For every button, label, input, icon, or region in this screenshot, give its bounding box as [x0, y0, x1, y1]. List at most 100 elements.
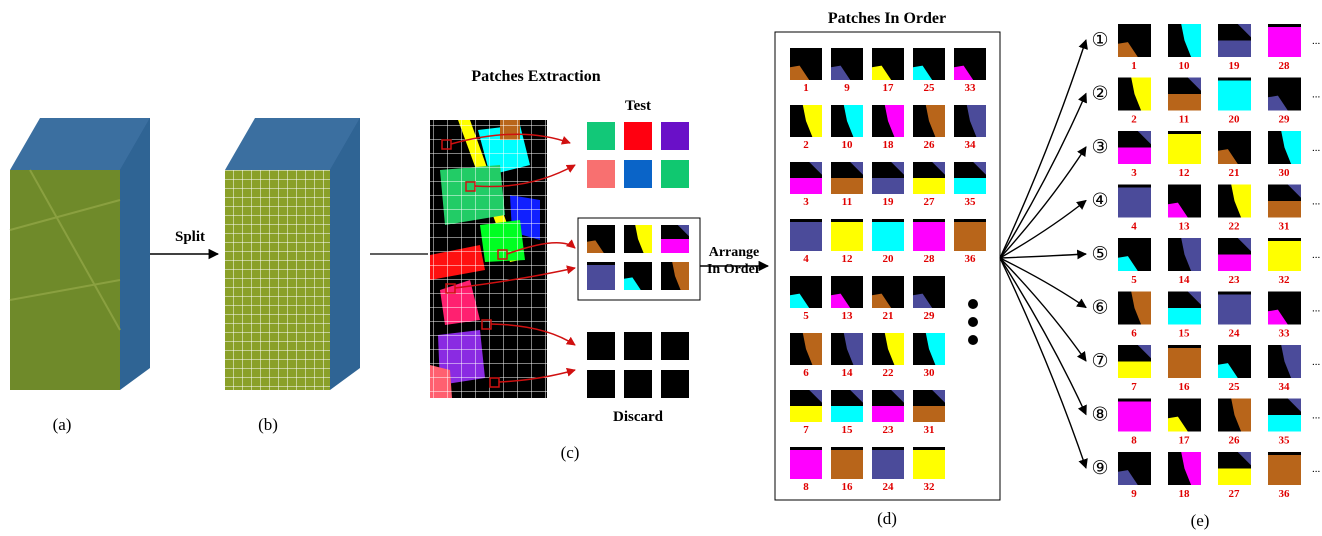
patch [831, 219, 863, 251]
patch-bg [1118, 399, 1151, 432]
patch [913, 162, 945, 194]
patch [1218, 131, 1251, 164]
patch [661, 225, 689, 253]
group-marker: ④ [1091, 190, 1108, 212]
patch-number: 29 [1279, 114, 1291, 126]
more: ... [1312, 463, 1321, 475]
patch-number: 24 [1229, 328, 1241, 340]
patch-number: 15 [842, 424, 854, 436]
patch-bg [587, 262, 615, 290]
class-map [430, 120, 575, 398]
patch [790, 48, 822, 80]
patch [1168, 238, 1201, 271]
patch-region [954, 178, 986, 194]
patch-number: 7 [803, 424, 809, 436]
patch [1118, 78, 1151, 111]
patch [790, 447, 822, 479]
caption: (d) [877, 509, 897, 528]
patch-number: 14 [1179, 274, 1191, 286]
patch-strip [913, 447, 945, 450]
patch-number: 22 [883, 367, 895, 379]
fan-arrow [1000, 258, 1086, 308]
patch-number: 1 [803, 82, 809, 94]
fan-arrow [1000, 258, 1086, 361]
patch-number: 12 [842, 253, 854, 265]
patch-strip [954, 219, 986, 222]
patch [1168, 185, 1201, 218]
patch-strip [1118, 399, 1151, 402]
patch-number: 12 [1179, 167, 1191, 179]
group-marker: ⑨ [1091, 457, 1108, 479]
patch-bg [1268, 452, 1301, 485]
patch [587, 225, 615, 253]
patch-number: 32 [924, 481, 936, 493]
patch-number: 21 [883, 310, 894, 322]
patch-number: 33 [965, 82, 977, 94]
patch-number: 29 [924, 310, 936, 322]
patch [624, 225, 652, 253]
patch [872, 333, 904, 365]
patch [831, 333, 863, 365]
patch [790, 390, 822, 422]
patch-number: 7 [1131, 381, 1137, 393]
patch-bg [913, 447, 945, 479]
ellipsis-dots [968, 299, 978, 345]
patch [1168, 292, 1201, 325]
patch-number: 26 [924, 139, 936, 151]
patch-bg [1218, 78, 1251, 111]
patch-bg [1218, 292, 1251, 325]
caption: (a) [53, 415, 72, 434]
patch-region [831, 406, 863, 422]
patch-strip [831, 219, 863, 222]
patch [1268, 24, 1301, 57]
patch-bg [1118, 185, 1151, 218]
patch [790, 162, 822, 194]
patch-region [1218, 41, 1251, 58]
patch-number: 16 [1179, 381, 1191, 393]
patch-number: 20 [1229, 114, 1241, 126]
patch-region [872, 178, 904, 194]
patch-region [790, 178, 822, 194]
patch [790, 105, 822, 137]
cube-b [225, 118, 360, 390]
patch-number: 35 [1279, 435, 1291, 447]
patch [1118, 24, 1151, 57]
patch [954, 219, 986, 251]
more: ... [1312, 89, 1321, 101]
patch-region [1118, 362, 1151, 379]
patch-number: 4 [1131, 221, 1137, 233]
group-marker: ③ [1091, 136, 1108, 158]
patch [1218, 78, 1251, 111]
group-marker: ⑧ [1091, 404, 1108, 426]
patch-number: 3 [1131, 167, 1137, 179]
patch-number: 34 [1279, 381, 1291, 393]
patch-strip [790, 447, 822, 450]
patch-region [1168, 94, 1201, 111]
patch [831, 105, 863, 137]
patch-number: 35 [965, 196, 977, 208]
patch [872, 390, 904, 422]
patch-number: 30 [924, 367, 936, 379]
patch [1268, 345, 1301, 378]
patch-number: 25 [924, 82, 936, 94]
patch [1218, 185, 1251, 218]
group-marker: ⑤ [1091, 243, 1108, 265]
group-marker: ② [1091, 83, 1108, 105]
patch-number: 6 [803, 367, 809, 379]
patch-number: 5 [803, 310, 809, 322]
test-label: Test [625, 98, 651, 114]
patch-strip [1168, 131, 1201, 134]
patch-number: 36 [965, 253, 977, 265]
patch [954, 48, 986, 80]
patch-bg [831, 219, 863, 251]
patch-strip [1268, 24, 1301, 27]
patch [1168, 452, 1201, 485]
patch-number: 31 [1279, 221, 1290, 233]
split-label: Split [175, 229, 205, 245]
group-marker: ① [1091, 29, 1108, 51]
patch-number: 20 [883, 253, 895, 265]
patch [1168, 345, 1201, 378]
patch [831, 276, 863, 308]
patch-number: 28 [924, 253, 936, 265]
patch-region [913, 406, 945, 422]
